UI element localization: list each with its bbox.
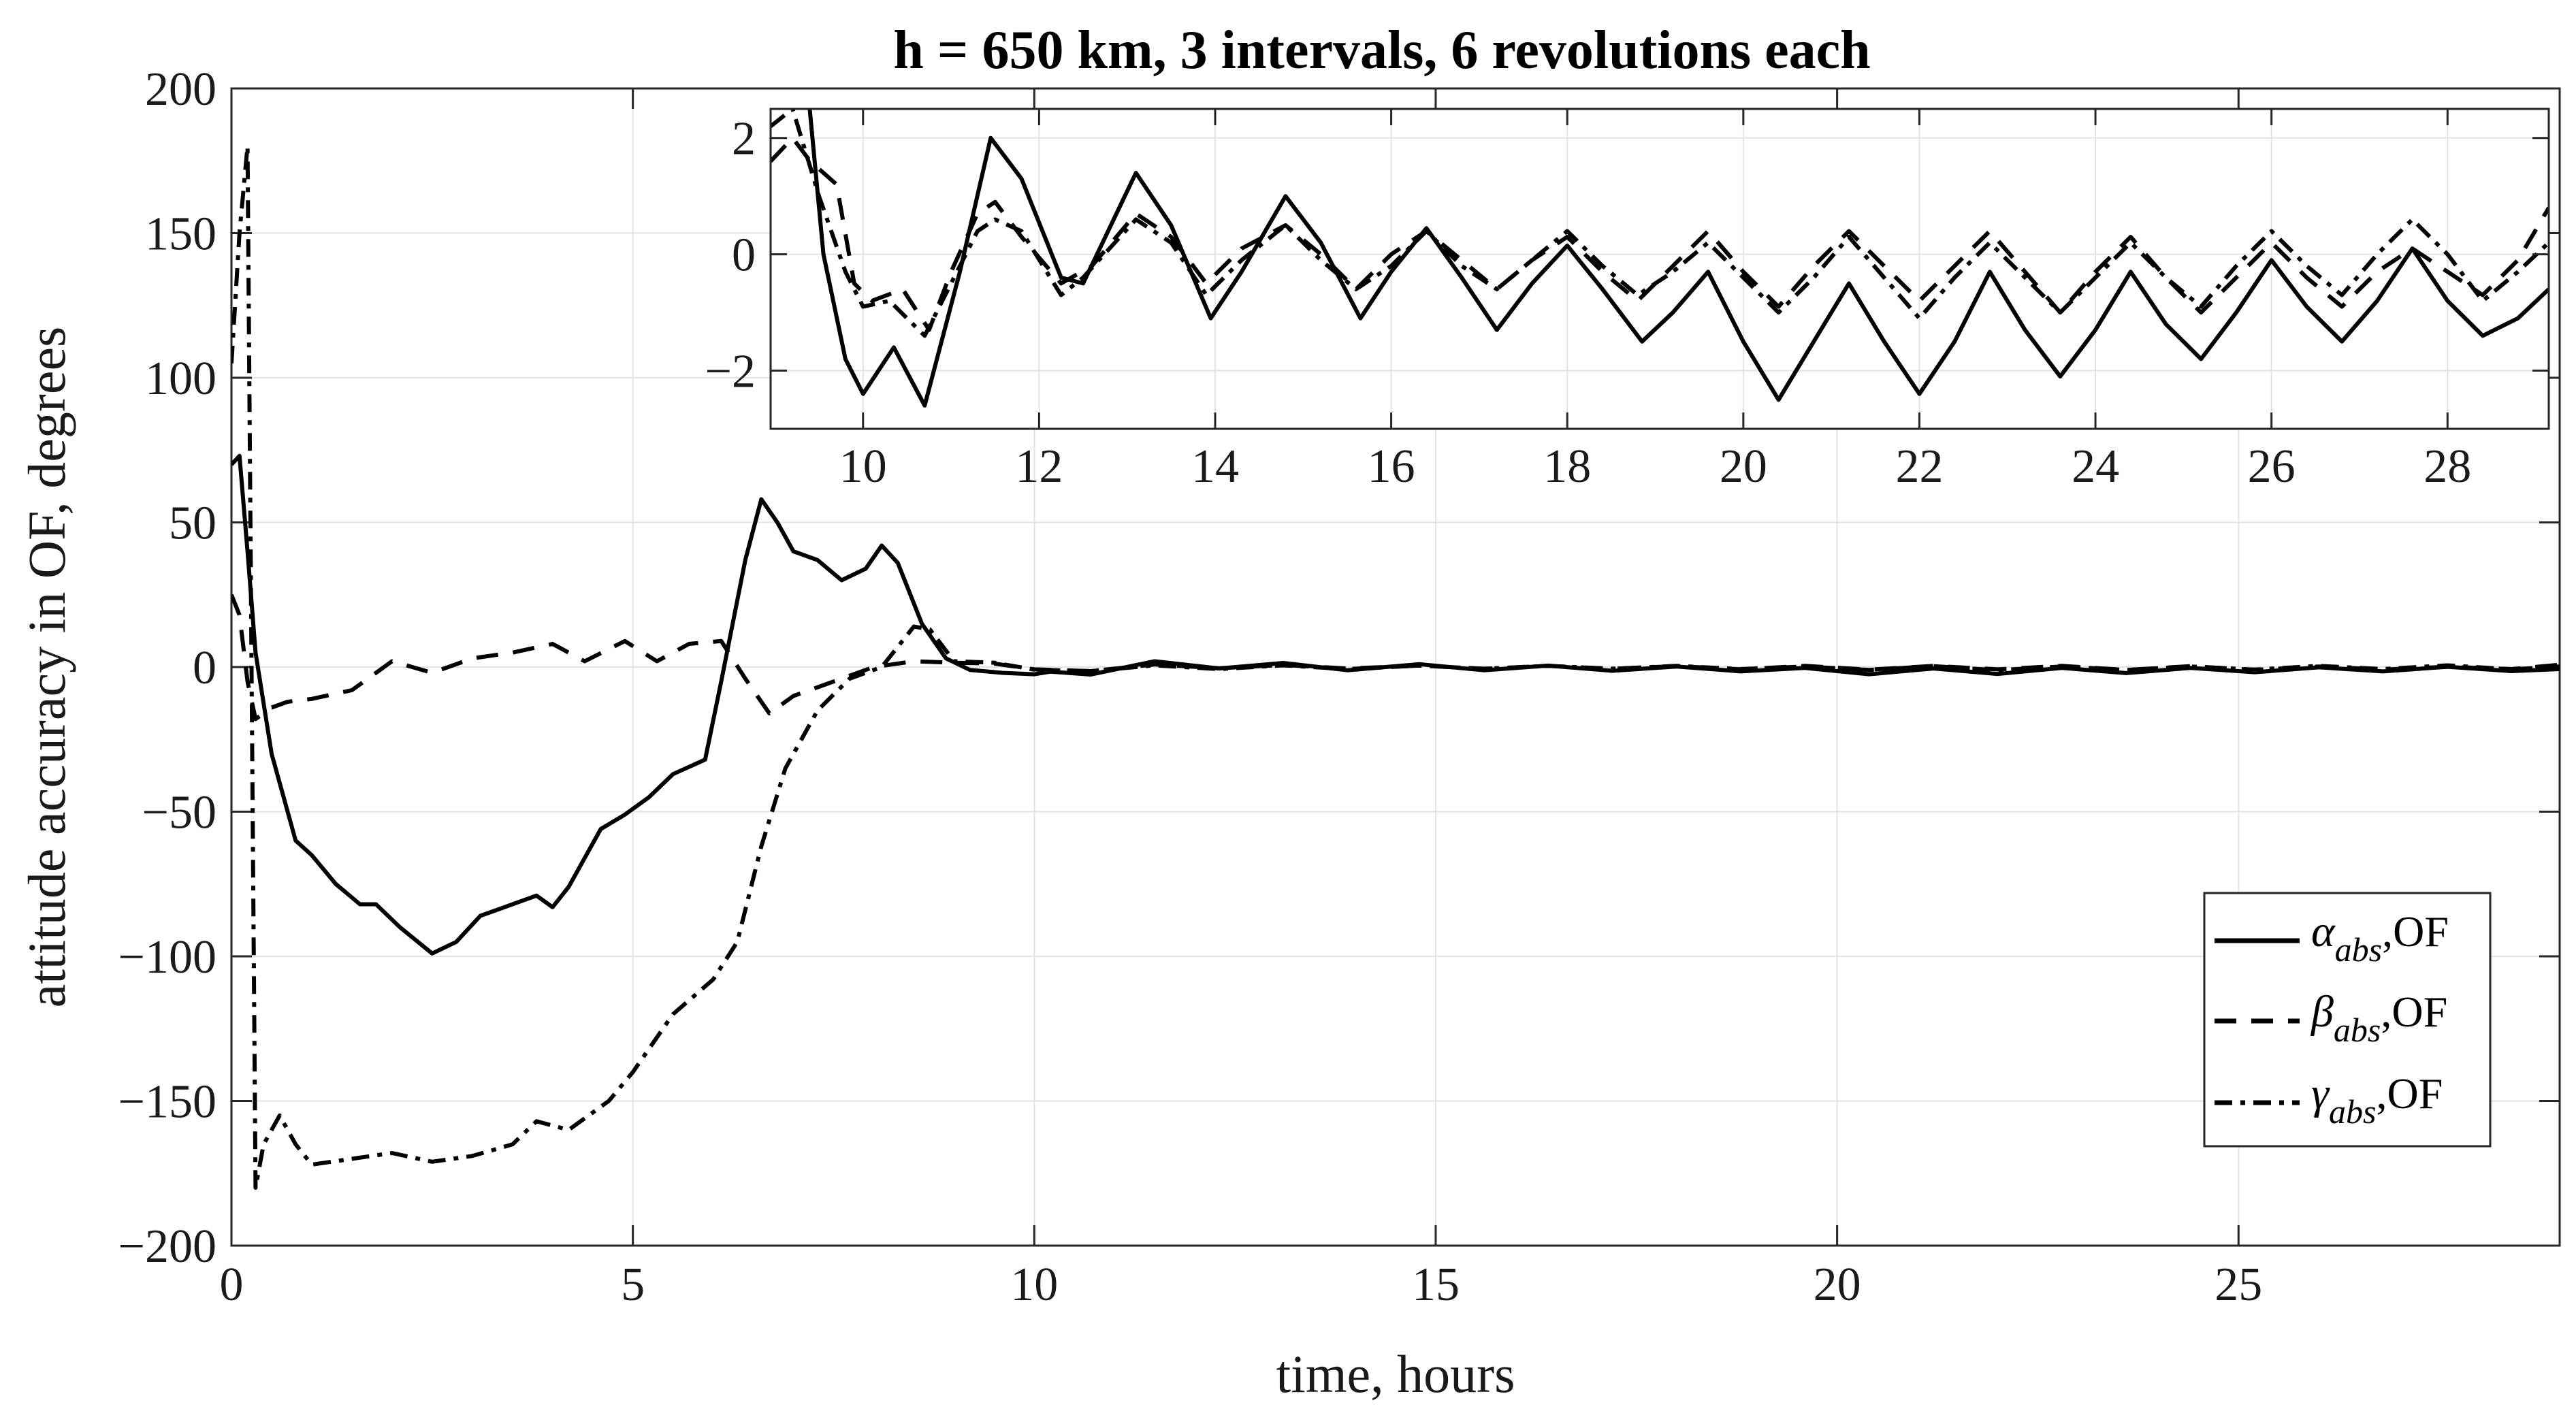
- inset-x-tick-label: 16: [1368, 440, 1415, 493]
- main-series-line-alpha: [231, 453, 2560, 956]
- y-axis-label: attitude accuracy in OF, degrees: [17, 327, 76, 1008]
- main-x-tick-label: 15: [1412, 1259, 1460, 1311]
- legend: αabs,OF βabs,OF γabs,OF: [2203, 892, 2492, 1148]
- inset-x-tick-label: 22: [1895, 440, 1943, 493]
- inset-x-tick-label: 24: [2072, 440, 2119, 493]
- main-x-tick-label: 10: [1010, 1259, 1058, 1311]
- main-x-tick-label: 0: [220, 1259, 244, 1311]
- legend-label-alpha: αabs,OF: [2311, 907, 2449, 969]
- main-y-tick-label: 100: [145, 353, 216, 405]
- main-series-line-gamma: [231, 144, 2560, 1190]
- main-y-tick-label: 50: [169, 498, 216, 550]
- legend-entry-beta: βabs,OF: [2215, 987, 2447, 1049]
- inset-y-tick-label: 0: [732, 229, 756, 282]
- inset-series-line-beta: [771, 135, 2549, 332]
- inset-grid: [771, 109, 2549, 429]
- inset-x-tick-label: 14: [1191, 440, 1239, 493]
- main-x-tick-label: 25: [2215, 1259, 2262, 1311]
- chart-title: h = 650 km, 3 intervals, 6 revolutions e…: [893, 20, 1870, 80]
- main-y-tick-label: 150: [145, 208, 216, 261]
- main-y-tick-label: −150: [118, 1076, 216, 1129]
- inset-background: [771, 109, 2549, 429]
- main-y-tick-label: −100: [118, 931, 216, 984]
- legend-entry-gamma: γabs,OF: [2215, 1069, 2443, 1131]
- inset-ticks: 10 12 14 16 18 20 22 24 26 28 −2 0 2: [705, 109, 2549, 493]
- inset-plot-frame: [769, 108, 2550, 430]
- legend-label-beta: βabs,OF: [2310, 987, 2447, 1049]
- inset-x-tick-label: 10: [839, 440, 887, 493]
- main-y-tick-label: −200: [118, 1220, 216, 1273]
- inset-y-tick-label: 2: [732, 113, 756, 165]
- main-x-tick-label: 20: [1814, 1259, 1861, 1311]
- main-x-tick-label: 5: [621, 1259, 645, 1311]
- main-y-tick-label: 200: [145, 63, 216, 116]
- inset-series-line-alpha: [807, 109, 2549, 408]
- x-axis-label: time, hours: [1276, 1344, 1515, 1404]
- inset-y-tick-label: −2: [705, 346, 756, 398]
- inset-series: [771, 109, 2549, 408]
- main-y-tick-label: −50: [142, 787, 216, 839]
- inset-x-tick-label: 12: [1015, 440, 1063, 493]
- inset-x-tick-label: 18: [1543, 440, 1591, 493]
- inset-x-tick-label: 28: [2424, 440, 2471, 493]
- legend-entry-alpha: αabs,OF: [2215, 907, 2449, 969]
- inset-x-tick-label: 20: [1720, 440, 1767, 493]
- legend-label-gamma: γabs,OF: [2311, 1069, 2443, 1131]
- main-y-tick-label: 0: [193, 642, 216, 694]
- main-series: [231, 144, 2560, 1190]
- inset-x-tick-label: 26: [2248, 440, 2296, 493]
